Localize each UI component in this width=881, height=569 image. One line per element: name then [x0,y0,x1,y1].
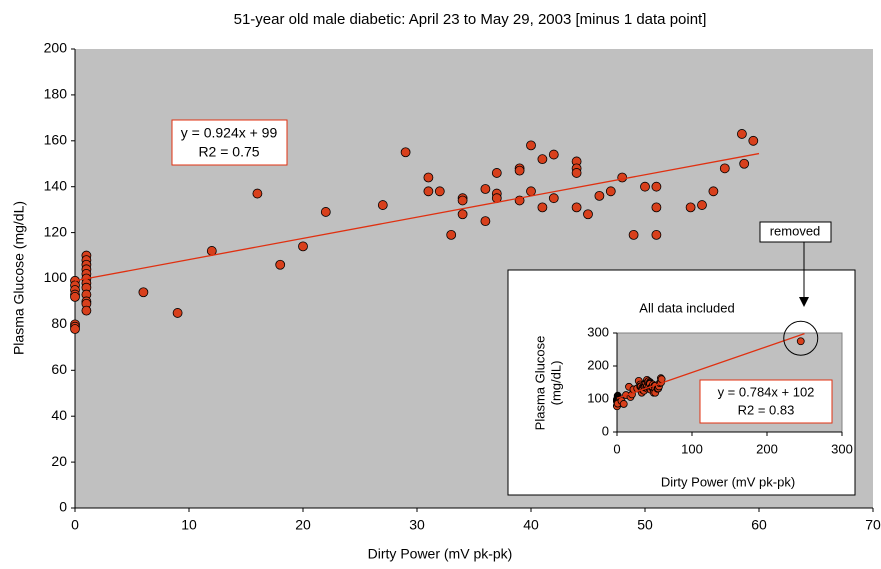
data-point [298,241,308,252]
trendline [616,333,805,399]
y-tick-label: 180 [44,86,68,102]
x-tick-label: 300 [831,441,853,456]
x-tick-label: 60 [751,517,767,533]
data-point [651,181,662,192]
data-point [708,186,719,197]
equation: y = 0.924x + 99 [181,125,278,141]
y-tick-label: 200 [44,40,68,56]
data-point [70,291,80,302]
data-point [252,188,263,199]
highlight-circle [783,320,819,356]
data-point [571,168,582,178]
data-point [537,154,548,165]
equation: y = 0.784x + 102 [718,384,815,399]
y-tick-label: 140 [44,177,68,193]
y-tick-label: 100 [587,390,609,405]
data-point [719,163,730,174]
data-point [619,400,628,408]
data-point [617,172,628,183]
data-point [537,202,548,213]
data-point [737,129,747,139]
y-tick-label: 200 [587,357,609,372]
y-tick-label: 80 [51,315,67,331]
data-point [605,186,616,197]
data-point [275,259,286,270]
equation-box [699,379,833,424]
data-point [796,337,805,346]
annotation: removed [770,223,821,238]
chart-title: 51-year old male diabetic: April 23 to M… [234,11,707,28]
data-point [423,186,434,197]
inset-x-label: Dirty Power (mV pk-pk) [661,474,795,489]
y-tick-label: 40 [51,407,67,423]
x-axis-label: Dirty Power (mV pk-pk) [368,546,513,562]
data-point [514,165,525,176]
data-point [138,287,149,298]
data-point [628,229,639,240]
data-point [457,195,468,206]
r-squared: R2 = 0.83 [738,402,795,417]
data-point [320,207,331,217]
x-tick-label: 50 [637,517,653,533]
y-axis-label: Plasma Glucose (mg/dL) [11,201,27,355]
data-point [434,186,445,197]
data-point [685,202,696,213]
data-point [457,209,468,220]
inset-title: All data included [639,300,734,315]
x-tick-label: 70 [865,517,881,533]
x-tick-label: 40 [523,517,539,533]
data-point [423,172,434,183]
data-point [739,158,750,169]
trendline [74,152,760,282]
inset-y-label: (mg/dL) [548,361,563,406]
data-point [526,186,536,197]
data-point [491,168,502,178]
data-point [651,229,662,240]
data-point [480,184,491,194]
data-point [446,229,457,240]
data-point [548,193,559,204]
y-tick-label: 0 [602,423,609,438]
data-point [583,209,593,220]
data-point [377,200,388,210]
x-tick-label: 0 [71,517,79,533]
y-tick-label: 300 [587,324,609,339]
y-tick-label: 160 [44,132,68,148]
data-point [697,200,707,210]
data-point [172,308,183,318]
x-tick-label: 100 [681,441,703,456]
y-tick-label: 0 [59,499,67,515]
r-squared: R2 = 0.75 [198,144,259,160]
y-tick-label: 60 [51,361,67,377]
y-tick-label: 20 [51,453,67,469]
data-point [571,202,582,213]
data-point [651,202,662,213]
arrow-head [799,297,809,307]
data-point [81,305,92,316]
x-tick-label: 0 [613,441,620,456]
x-tick-label: 30 [409,517,425,533]
data-point [594,190,605,201]
data-point [548,149,559,160]
data-point [400,147,411,158]
equation-box [171,119,288,166]
x-tick-label: 200 [756,441,778,456]
data-point [480,216,491,227]
x-tick-label: 10 [181,517,197,533]
y-tick-label: 120 [44,223,68,239]
data-point [748,135,759,146]
data-point [70,324,80,334]
data-point [640,181,650,192]
data-point [526,140,536,151]
x-tick-label: 20 [295,517,311,533]
inset-y-label: Plasma Glucose [532,336,547,431]
y-tick-label: 100 [44,269,68,285]
annotation-box [759,221,832,243]
